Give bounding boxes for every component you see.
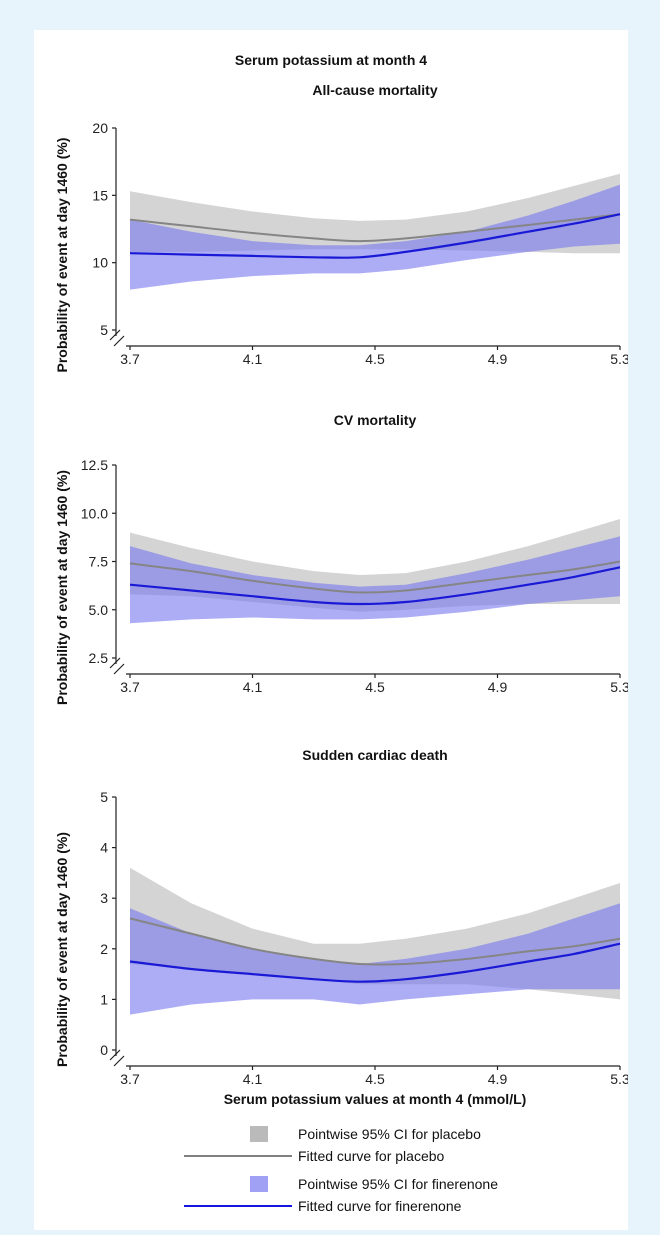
y-axis-label: Probability of event at day 1460 (%) xyxy=(54,470,70,705)
finerenone-fitted-curve xyxy=(129,566,621,606)
x-tick-label: 4.5 xyxy=(365,1071,385,1087)
x-tick-label: 5.3 xyxy=(610,351,628,367)
x-tick-label: 4.5 xyxy=(365,679,385,695)
y-axis-label: Probability of event at day 1460 (%) xyxy=(54,138,70,373)
x-tick-label: 4.9 xyxy=(488,351,508,367)
y-tick-label: 10.0 xyxy=(81,505,108,521)
y-axis-label: Probability of event at day 1460 (%) xyxy=(54,832,70,1067)
y-tick-label: 4 xyxy=(100,840,108,856)
y-tick-label: 2 xyxy=(100,941,108,957)
chart-all-cause-mortality: All-cause mortality Probability of event … xyxy=(54,82,630,373)
y-tick-label: 5.0 xyxy=(89,602,109,618)
x-tick-label: 3.7 xyxy=(120,679,140,695)
axis-break-mark xyxy=(109,1049,125,1067)
chart-figure: Serum potassium at month 4 All-cause mor… xyxy=(54,52,630,1214)
x-tick-label: 4.9 xyxy=(488,1071,508,1087)
legend-label: Pointwise 95% CI for finerenone xyxy=(298,1176,498,1192)
legend: Pointwise 95% CI for placebo Fitted curve… xyxy=(184,1126,498,1214)
x-tick-label: 4.5 xyxy=(365,351,385,367)
legend-label: Fitted curve for finerenone xyxy=(298,1198,462,1214)
legend-label: Fitted curve for placebo xyxy=(298,1148,445,1164)
axis-break-mark xyxy=(109,657,125,675)
y-tick-label: 15 xyxy=(92,187,108,203)
chart-sudden-cardiac-death: Sudden cardiac death Probability of event… xyxy=(54,747,630,1107)
finerenone-ci-band xyxy=(130,536,620,624)
placebo-fitted-curve xyxy=(129,917,621,966)
y-tick-label: 3 xyxy=(100,890,108,906)
placebo-fitted-curve xyxy=(129,560,621,594)
x-tick-label: 5.3 xyxy=(610,679,628,695)
y-tick-label: 12.5 xyxy=(81,457,108,473)
x-tick-label: 4.9 xyxy=(488,679,508,695)
x-tick-label: 5.3 xyxy=(610,1071,628,1087)
legend-label: Pointwise 95% CI for placebo xyxy=(298,1126,481,1142)
chart-title: CV mortality xyxy=(334,412,417,428)
finerenone-fitted-curve xyxy=(129,213,621,259)
x-tick-label: 4.1 xyxy=(243,1071,263,1087)
y-tick-label: 10 xyxy=(92,255,108,271)
y-tick-label: 1 xyxy=(100,991,108,1007)
finerenone-fitted-curve xyxy=(129,942,621,983)
legend-swatch-band xyxy=(250,1126,268,1142)
figure-panel: Serum potassium at month 4 All-cause mor… xyxy=(34,30,630,1230)
y-tick-label: 7.5 xyxy=(89,554,109,570)
finerenone-ci-band xyxy=(130,184,620,290)
axis-break-mark xyxy=(109,329,125,347)
y-tick-label: 5 xyxy=(100,322,108,338)
x-axis-label: Serum potassium values at month 4 (mmol/… xyxy=(224,1091,527,1107)
y-tick-label: 5 xyxy=(100,789,108,805)
legend-swatch-band xyxy=(250,1176,268,1192)
y-tick-label: 20 xyxy=(92,120,108,136)
chart-title: Sudden cardiac death xyxy=(302,747,447,763)
y-tick-label: 2.5 xyxy=(89,650,109,666)
x-tick-label: 3.7 xyxy=(120,1071,140,1087)
chart-cv-mortality: CV mortality Probability of event at day … xyxy=(54,412,630,705)
x-tick-label: 4.1 xyxy=(243,679,263,695)
finerenone-ci-band xyxy=(130,903,620,1015)
placebo-fitted-curve xyxy=(129,213,621,243)
x-tick-label: 4.1 xyxy=(243,351,263,367)
x-tick-label: 3.7 xyxy=(120,351,140,367)
chart-title: All-cause mortality xyxy=(312,82,437,98)
figure-supertitle: Serum potassium at month 4 xyxy=(235,52,427,68)
y-tick-label: 0 xyxy=(100,1042,108,1058)
